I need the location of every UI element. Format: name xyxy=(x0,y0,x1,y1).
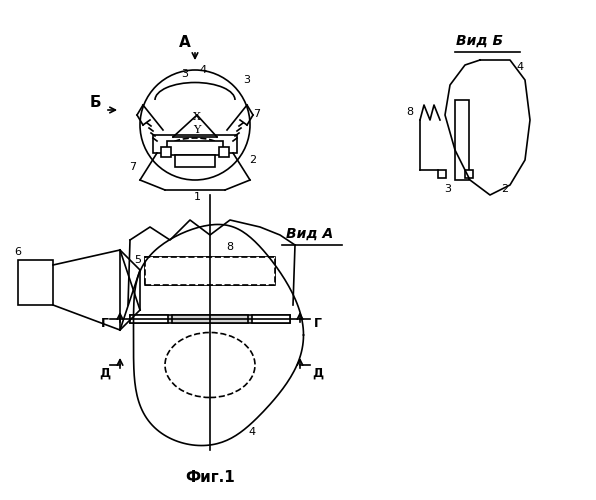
Text: 3: 3 xyxy=(244,75,250,85)
Bar xyxy=(130,315,168,323)
Text: 6: 6 xyxy=(14,247,21,257)
Bar xyxy=(465,170,473,178)
Text: Фиг.1: Фиг.1 xyxy=(185,470,235,485)
Text: X: X xyxy=(193,112,201,122)
Bar xyxy=(455,100,469,180)
Text: Б: Б xyxy=(89,95,101,110)
Bar xyxy=(438,170,446,178)
Text: Г: Г xyxy=(101,317,109,330)
Text: Y: Y xyxy=(193,125,201,135)
Text: 5: 5 xyxy=(135,255,141,265)
Bar xyxy=(167,141,223,155)
Text: 7: 7 xyxy=(129,162,136,172)
Text: 3: 3 xyxy=(182,69,188,79)
Text: 8: 8 xyxy=(406,107,414,117)
Text: 7: 7 xyxy=(253,109,260,119)
Bar xyxy=(145,257,275,285)
Text: Д: Д xyxy=(312,367,324,380)
Bar xyxy=(153,135,237,153)
Bar xyxy=(161,147,171,157)
Text: 4: 4 xyxy=(200,65,207,75)
Text: Г: Г xyxy=(314,317,322,330)
Bar xyxy=(172,315,248,323)
Text: 1: 1 xyxy=(194,192,200,202)
Text: 2: 2 xyxy=(250,155,256,165)
Text: Д: Д xyxy=(100,367,111,380)
Bar xyxy=(130,315,290,323)
Text: 3: 3 xyxy=(445,184,452,194)
Text: А: А xyxy=(179,35,191,50)
Text: Вид Б: Вид Б xyxy=(457,34,504,48)
Bar xyxy=(175,155,215,167)
Bar xyxy=(252,315,290,323)
Text: 2: 2 xyxy=(501,184,508,194)
Text: 8: 8 xyxy=(226,242,234,252)
Bar xyxy=(18,260,53,305)
Text: 4: 4 xyxy=(517,62,523,72)
Text: 4: 4 xyxy=(249,427,256,437)
Bar xyxy=(219,147,229,157)
Text: Вид А: Вид А xyxy=(286,227,334,241)
Bar xyxy=(145,257,275,285)
